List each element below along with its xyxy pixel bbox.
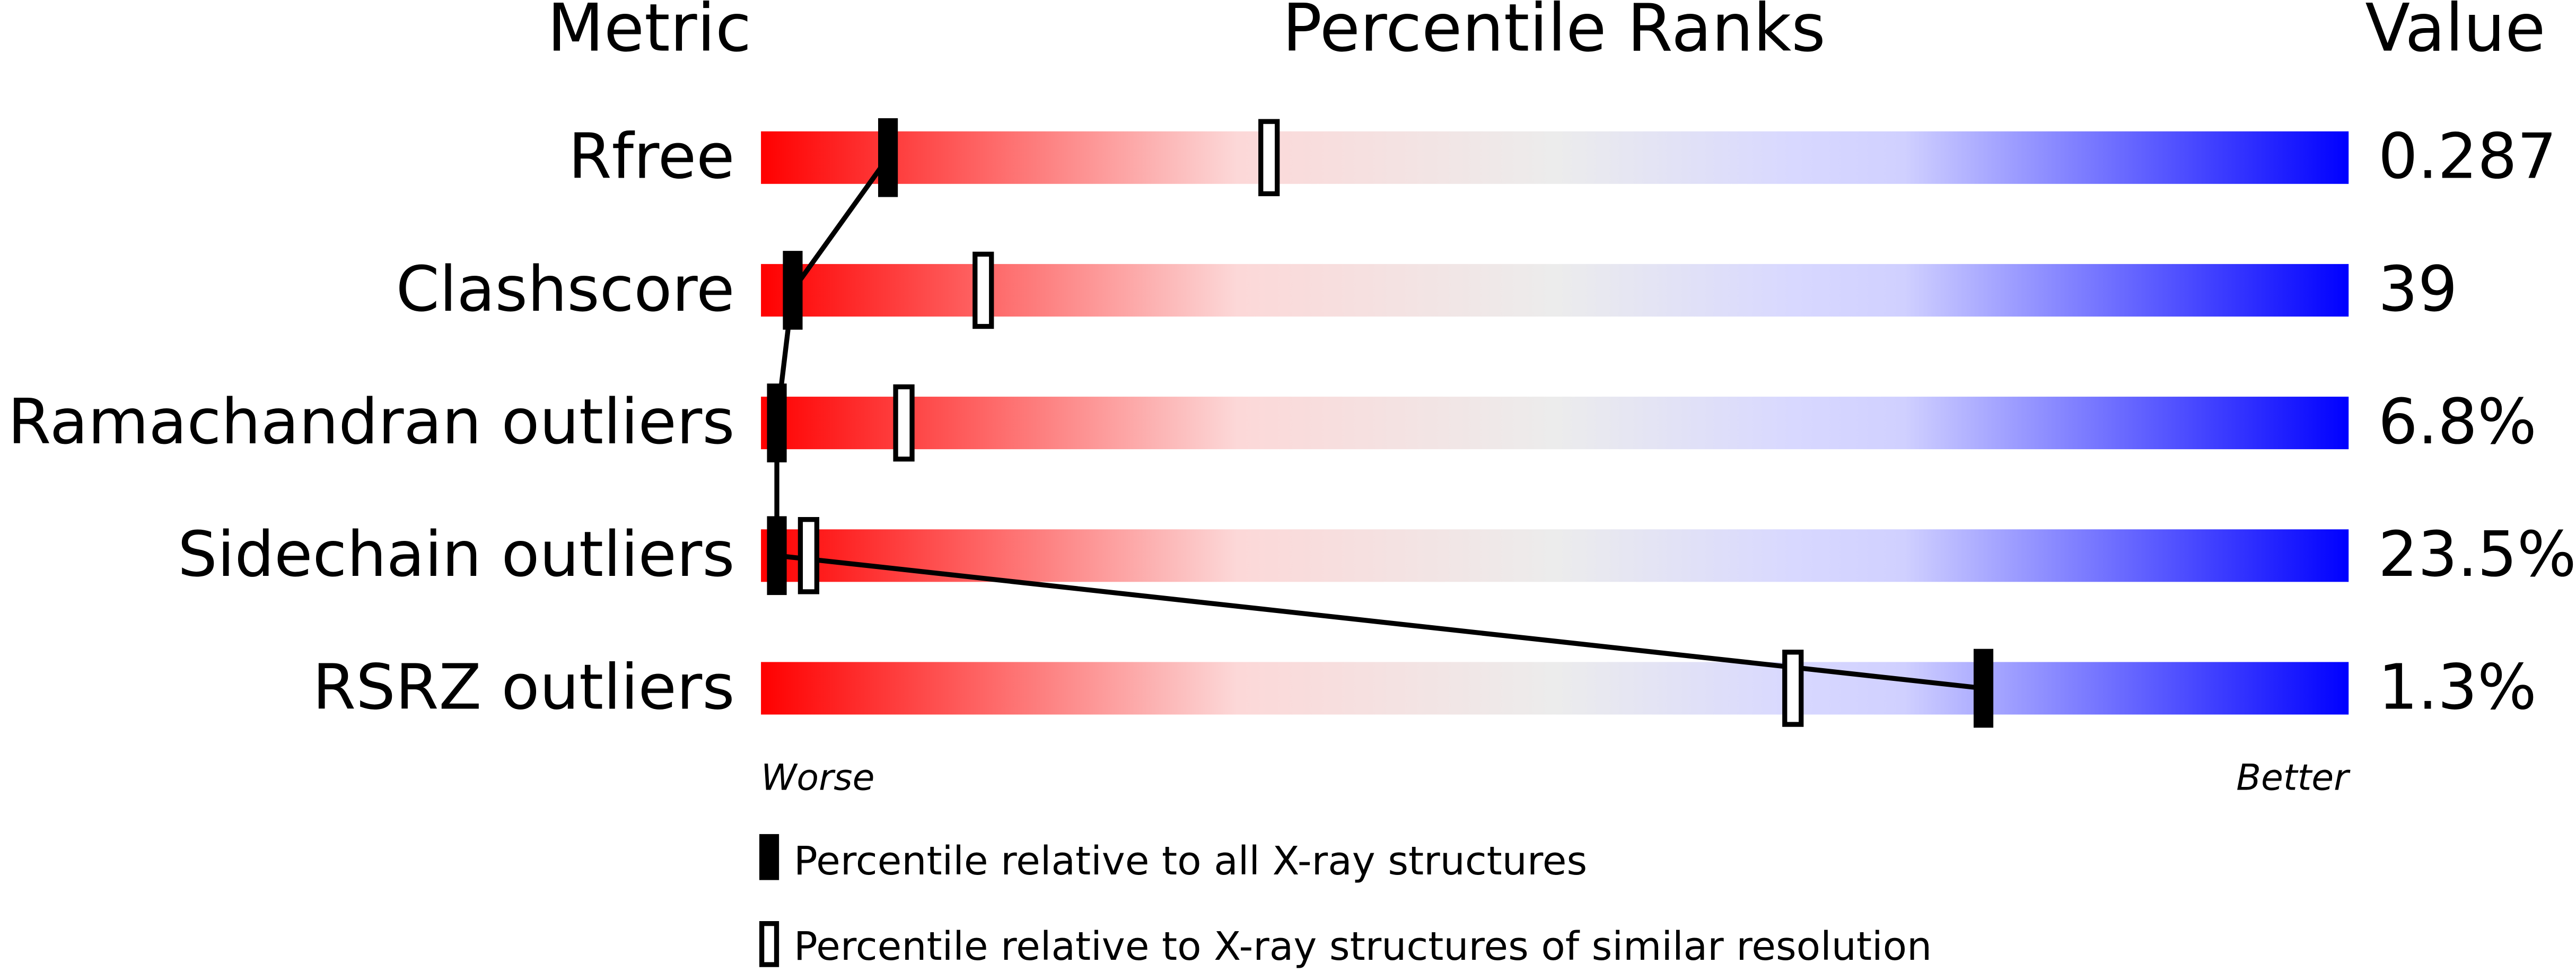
all-marker: [878, 118, 898, 197]
metric-value: 1.3%: [2378, 651, 2537, 723]
legend-label: Percentile relative to all X-ray structu…: [794, 838, 1587, 884]
percentile-bar: [761, 397, 2349, 450]
all-marker: [767, 383, 787, 462]
legend-marker-similar: [759, 921, 779, 967]
similar-marker: [798, 517, 820, 594]
metric-value: 0.287: [2378, 120, 2557, 193]
all-marker: [783, 251, 803, 330]
similar-marker: [972, 251, 994, 329]
header-metric: Metric: [547, 0, 751, 67]
metric-label: Clashscore: [396, 253, 735, 326]
metric-value: 6.8%: [2378, 386, 2537, 458]
legend-marker-all: [759, 834, 779, 880]
better-label: Better: [2236, 757, 2351, 799]
percentile-bar: [761, 529, 2349, 582]
similar-marker: [1258, 119, 1280, 197]
metric-value: 23.5%: [2378, 518, 2576, 591]
header-value: Value: [2365, 0, 2545, 67]
metric-label: Sidechain outliers: [178, 518, 734, 591]
similar-marker: [1782, 650, 1804, 727]
percentile-bar: [761, 264, 2349, 317]
worse-label: Worse: [761, 757, 874, 799]
metric-label: Ramachandran outliers: [8, 386, 735, 458]
legend-label: Percentile relative to X-ray structures …: [794, 923, 1932, 969]
all-marker: [1973, 649, 1994, 728]
percentile-bar: [761, 131, 2349, 184]
metric-label: RSRZ outliers: [312, 651, 734, 723]
all-marker: [767, 516, 787, 596]
percentile-bar: [761, 662, 2349, 715]
metric-value: 39: [2378, 253, 2458, 326]
header-percentile: Percentile Ranks: [1282, 0, 1825, 67]
similar-marker: [893, 384, 915, 462]
metric-label: Rfree: [568, 120, 735, 193]
